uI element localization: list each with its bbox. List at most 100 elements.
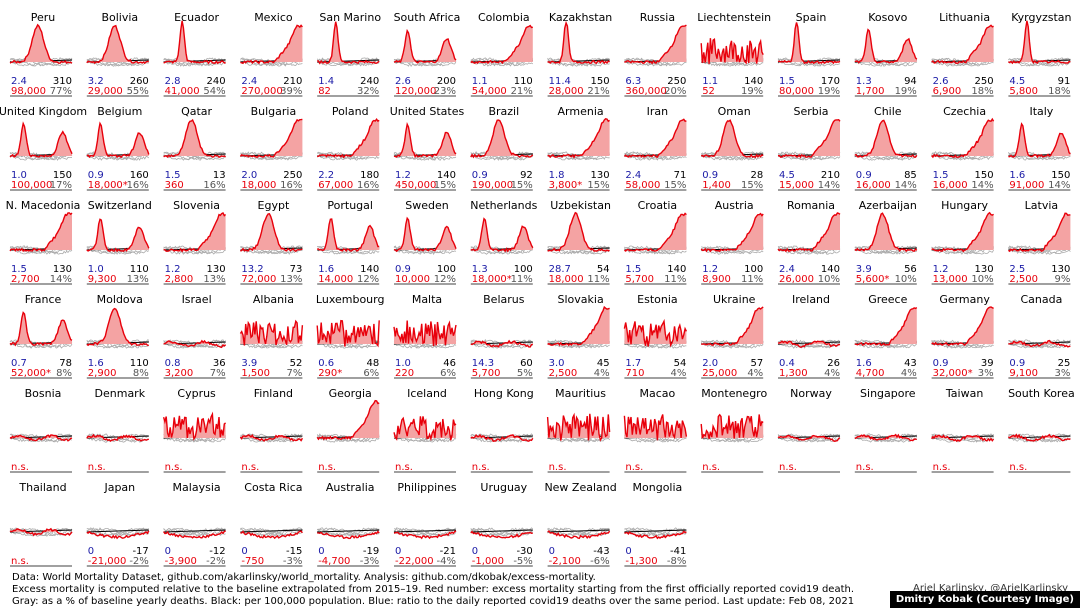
- panel-title: Qatar: [181, 105, 212, 118]
- panel: Bolivia 3.2 260 29,000 55%: [86, 11, 150, 97]
- baseline-line: [163, 529, 226, 533]
- blue-ratio-label: 0.9: [395, 264, 411, 275]
- red-excess-label: -750: [241, 556, 264, 567]
- series-2020-line: [700, 413, 764, 440]
- series-2020-line: [700, 38, 764, 65]
- series-2020-line: [163, 530, 226, 539]
- panel: Germany 0.9 39 32,000* 3%: [931, 293, 994, 379]
- blue-ratio-label: 2.6: [395, 76, 411, 87]
- excess-area: [163, 340, 226, 344]
- series-2020-line: [624, 24, 687, 65]
- panel: Ecuador 2.8 240 41,000 54%: [163, 11, 226, 97]
- black-per100k-label: 85: [904, 170, 917, 181]
- red-excess-label: 360,000: [625, 86, 666, 97]
- red-excess-label: 1,500: [241, 368, 270, 379]
- photo-credit: Dmitry Kobak (Courtesy Image): [889, 591, 1080, 608]
- black-per100k-label: 240: [360, 76, 379, 87]
- panel: Iran 2.4 71 58,000 15%: [623, 105, 687, 191]
- blue-ratio-label: 0.8: [165, 358, 181, 369]
- panel: Thailand n.s.: [9, 481, 73, 567]
- gray-percent-label: 10%: [971, 274, 993, 285]
- panel-title: France: [25, 293, 62, 306]
- baseline-year-line: [624, 57, 687, 67]
- panel: Kosovo 1.3 94 1,700 19%: [854, 11, 918, 97]
- panel: Peru 2.4 310 98,000 77%: [9, 11, 73, 97]
- excess-area: [547, 307, 610, 344]
- black-per100k-label: 43: [904, 358, 917, 369]
- panel-title: Iceland: [407, 387, 447, 400]
- excess-area: [547, 212, 610, 250]
- panel-title: Egypt: [258, 199, 290, 212]
- footer-data-source: Data: World Mortality Dataset, github.co…: [12, 572, 596, 583]
- baseline-year-line: [777, 433, 841, 442]
- blue-ratio-label: 1.0: [88, 264, 104, 275]
- panel: New Zealand 0 -43 -2,100 -6%: [544, 481, 616, 567]
- panel: Azerbaijan 3.9 56 5,600* 10%: [854, 199, 918, 285]
- red-excess-label: n.s.: [549, 462, 567, 473]
- black-per100k-label: 57: [750, 358, 763, 369]
- panel: Greece 1.6 43 4,700 4%: [854, 293, 918, 379]
- excess-area: [624, 213, 687, 250]
- black-per100k-label: 150: [1051, 170, 1070, 181]
- series-2020-line: [393, 320, 457, 347]
- series-2020-line: [86, 530, 150, 540]
- red-excess-label: -21,000: [88, 556, 127, 567]
- black-per100k-label: 150: [591, 76, 610, 87]
- black-per100k-label: 45: [597, 358, 610, 369]
- panel: Canada 0.9 25 9,100 3%: [1008, 293, 1071, 379]
- excess-area: [854, 213, 917, 250]
- series-2020-line: [854, 212, 918, 253]
- series-2020-line: [86, 121, 150, 159]
- excess-area: [317, 320, 380, 344]
- blue-ratio-label: 0.9: [933, 358, 949, 369]
- panel: France 0.7 78 52,000* 8%: [9, 293, 73, 379]
- red-excess-label: n.s.: [88, 462, 106, 473]
- excess-area: [163, 213, 226, 250]
- panel-title: Lithuania: [939, 11, 990, 24]
- panel-title: Ecuador: [174, 11, 219, 24]
- black-per100k-label: 25: [1058, 358, 1071, 369]
- panel: Croatia 1.5 140 5,700 11%: [624, 199, 687, 285]
- red-excess-label: 13,000: [933, 274, 968, 285]
- series-2020-line: [931, 117, 995, 159]
- series-2020-line: [9, 527, 73, 537]
- panel: Denmark n.s.: [86, 387, 150, 473]
- gray-percent-label: 12%: [434, 274, 456, 285]
- series-2020-line: [1008, 122, 1071, 159]
- baseline-line: [393, 529, 457, 533]
- red-excess-label: 6,900: [933, 86, 962, 97]
- blue-ratio-label: 0.7: [11, 358, 27, 369]
- panel-title: Ireland: [792, 293, 830, 306]
- panel-title: Kazakhstan: [549, 11, 612, 24]
- series-2020-line: [1008, 433, 1071, 442]
- excess-area: [1008, 213, 1071, 250]
- gray-percent-label: 15%: [587, 180, 609, 191]
- blue-ratio-label: 0: [318, 546, 324, 557]
- blue-ratio-label: 4.5: [779, 170, 795, 181]
- excess-area: [701, 120, 764, 156]
- black-per100k-label: -30: [516, 546, 532, 557]
- series-2020-line: [547, 211, 610, 252]
- panel-title: Armenia: [558, 105, 604, 118]
- excess-area: [10, 212, 72, 250]
- black-per100k-label: -12: [209, 546, 225, 557]
- panel-title: Denmark: [95, 387, 146, 400]
- blue-ratio-label: 0.4: [779, 358, 795, 369]
- red-excess-label: 290*: [318, 368, 342, 379]
- blue-ratio-label: 0: [165, 546, 171, 557]
- panel-title: Moldova: [97, 293, 143, 306]
- panel: Sweden 0.9 100 10,000 12%: [393, 199, 457, 285]
- black-per100k-label: -41: [670, 546, 686, 557]
- blue-ratio-label: 1.7: [625, 358, 641, 369]
- red-excess-label: -1,300: [625, 556, 657, 567]
- panel: Hungary 1.2 130 13,000 10%: [931, 199, 994, 285]
- red-excess-label: n.s.: [11, 462, 29, 473]
- baseline-year-line: [700, 151, 764, 161]
- excess-area: [778, 119, 840, 156]
- panel-title: Bosnia: [25, 387, 62, 400]
- black-per100k-label: 100: [514, 264, 533, 275]
- blue-ratio-label: 0: [88, 546, 94, 557]
- black-per100k-label: 150: [53, 170, 72, 181]
- red-excess-label: 18,000: [241, 180, 276, 191]
